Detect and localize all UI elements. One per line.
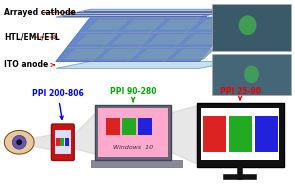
- Polygon shape: [147, 34, 191, 45]
- Polygon shape: [123, 19, 166, 30]
- Ellipse shape: [239, 15, 257, 35]
- FancyBboxPatch shape: [255, 116, 278, 152]
- Text: HTL/EML/ETL: HTL/EML/ETL: [4, 33, 60, 42]
- Polygon shape: [99, 49, 143, 60]
- Ellipse shape: [244, 65, 259, 83]
- Polygon shape: [56, 61, 234, 68]
- Polygon shape: [158, 19, 202, 30]
- Polygon shape: [183, 34, 227, 45]
- FancyBboxPatch shape: [51, 124, 74, 160]
- FancyBboxPatch shape: [212, 4, 291, 51]
- Polygon shape: [75, 34, 119, 45]
- Text: Windows  10: Windows 10: [113, 145, 153, 150]
- FancyBboxPatch shape: [65, 138, 69, 146]
- FancyBboxPatch shape: [138, 118, 152, 135]
- FancyBboxPatch shape: [212, 54, 291, 95]
- FancyBboxPatch shape: [201, 108, 279, 160]
- FancyBboxPatch shape: [96, 105, 171, 160]
- Polygon shape: [111, 34, 155, 45]
- Polygon shape: [171, 106, 196, 164]
- Polygon shape: [194, 19, 238, 30]
- Text: PPI 25-90: PPI 25-90: [219, 87, 260, 99]
- Text: Arrayed cathode: Arrayed cathode: [4, 8, 76, 17]
- FancyBboxPatch shape: [55, 130, 71, 154]
- Polygon shape: [64, 49, 107, 60]
- FancyBboxPatch shape: [196, 103, 284, 167]
- FancyBboxPatch shape: [56, 138, 60, 146]
- Ellipse shape: [4, 130, 34, 154]
- Polygon shape: [87, 19, 130, 30]
- FancyBboxPatch shape: [122, 118, 136, 135]
- FancyBboxPatch shape: [99, 108, 168, 157]
- Ellipse shape: [12, 135, 26, 149]
- FancyBboxPatch shape: [60, 138, 64, 146]
- Polygon shape: [171, 49, 215, 60]
- Text: PPI 200-806: PPI 200-806: [32, 89, 84, 119]
- Polygon shape: [56, 9, 234, 17]
- Polygon shape: [135, 49, 179, 60]
- FancyBboxPatch shape: [106, 118, 120, 135]
- FancyBboxPatch shape: [204, 116, 226, 152]
- Ellipse shape: [16, 139, 22, 145]
- Text: PPI 90-280: PPI 90-280: [110, 87, 156, 101]
- Text: ITO anode: ITO anode: [4, 60, 54, 69]
- Polygon shape: [33, 134, 53, 150]
- Polygon shape: [73, 110, 99, 155]
- Polygon shape: [56, 17, 234, 61]
- FancyBboxPatch shape: [91, 160, 182, 167]
- FancyBboxPatch shape: [229, 116, 252, 152]
